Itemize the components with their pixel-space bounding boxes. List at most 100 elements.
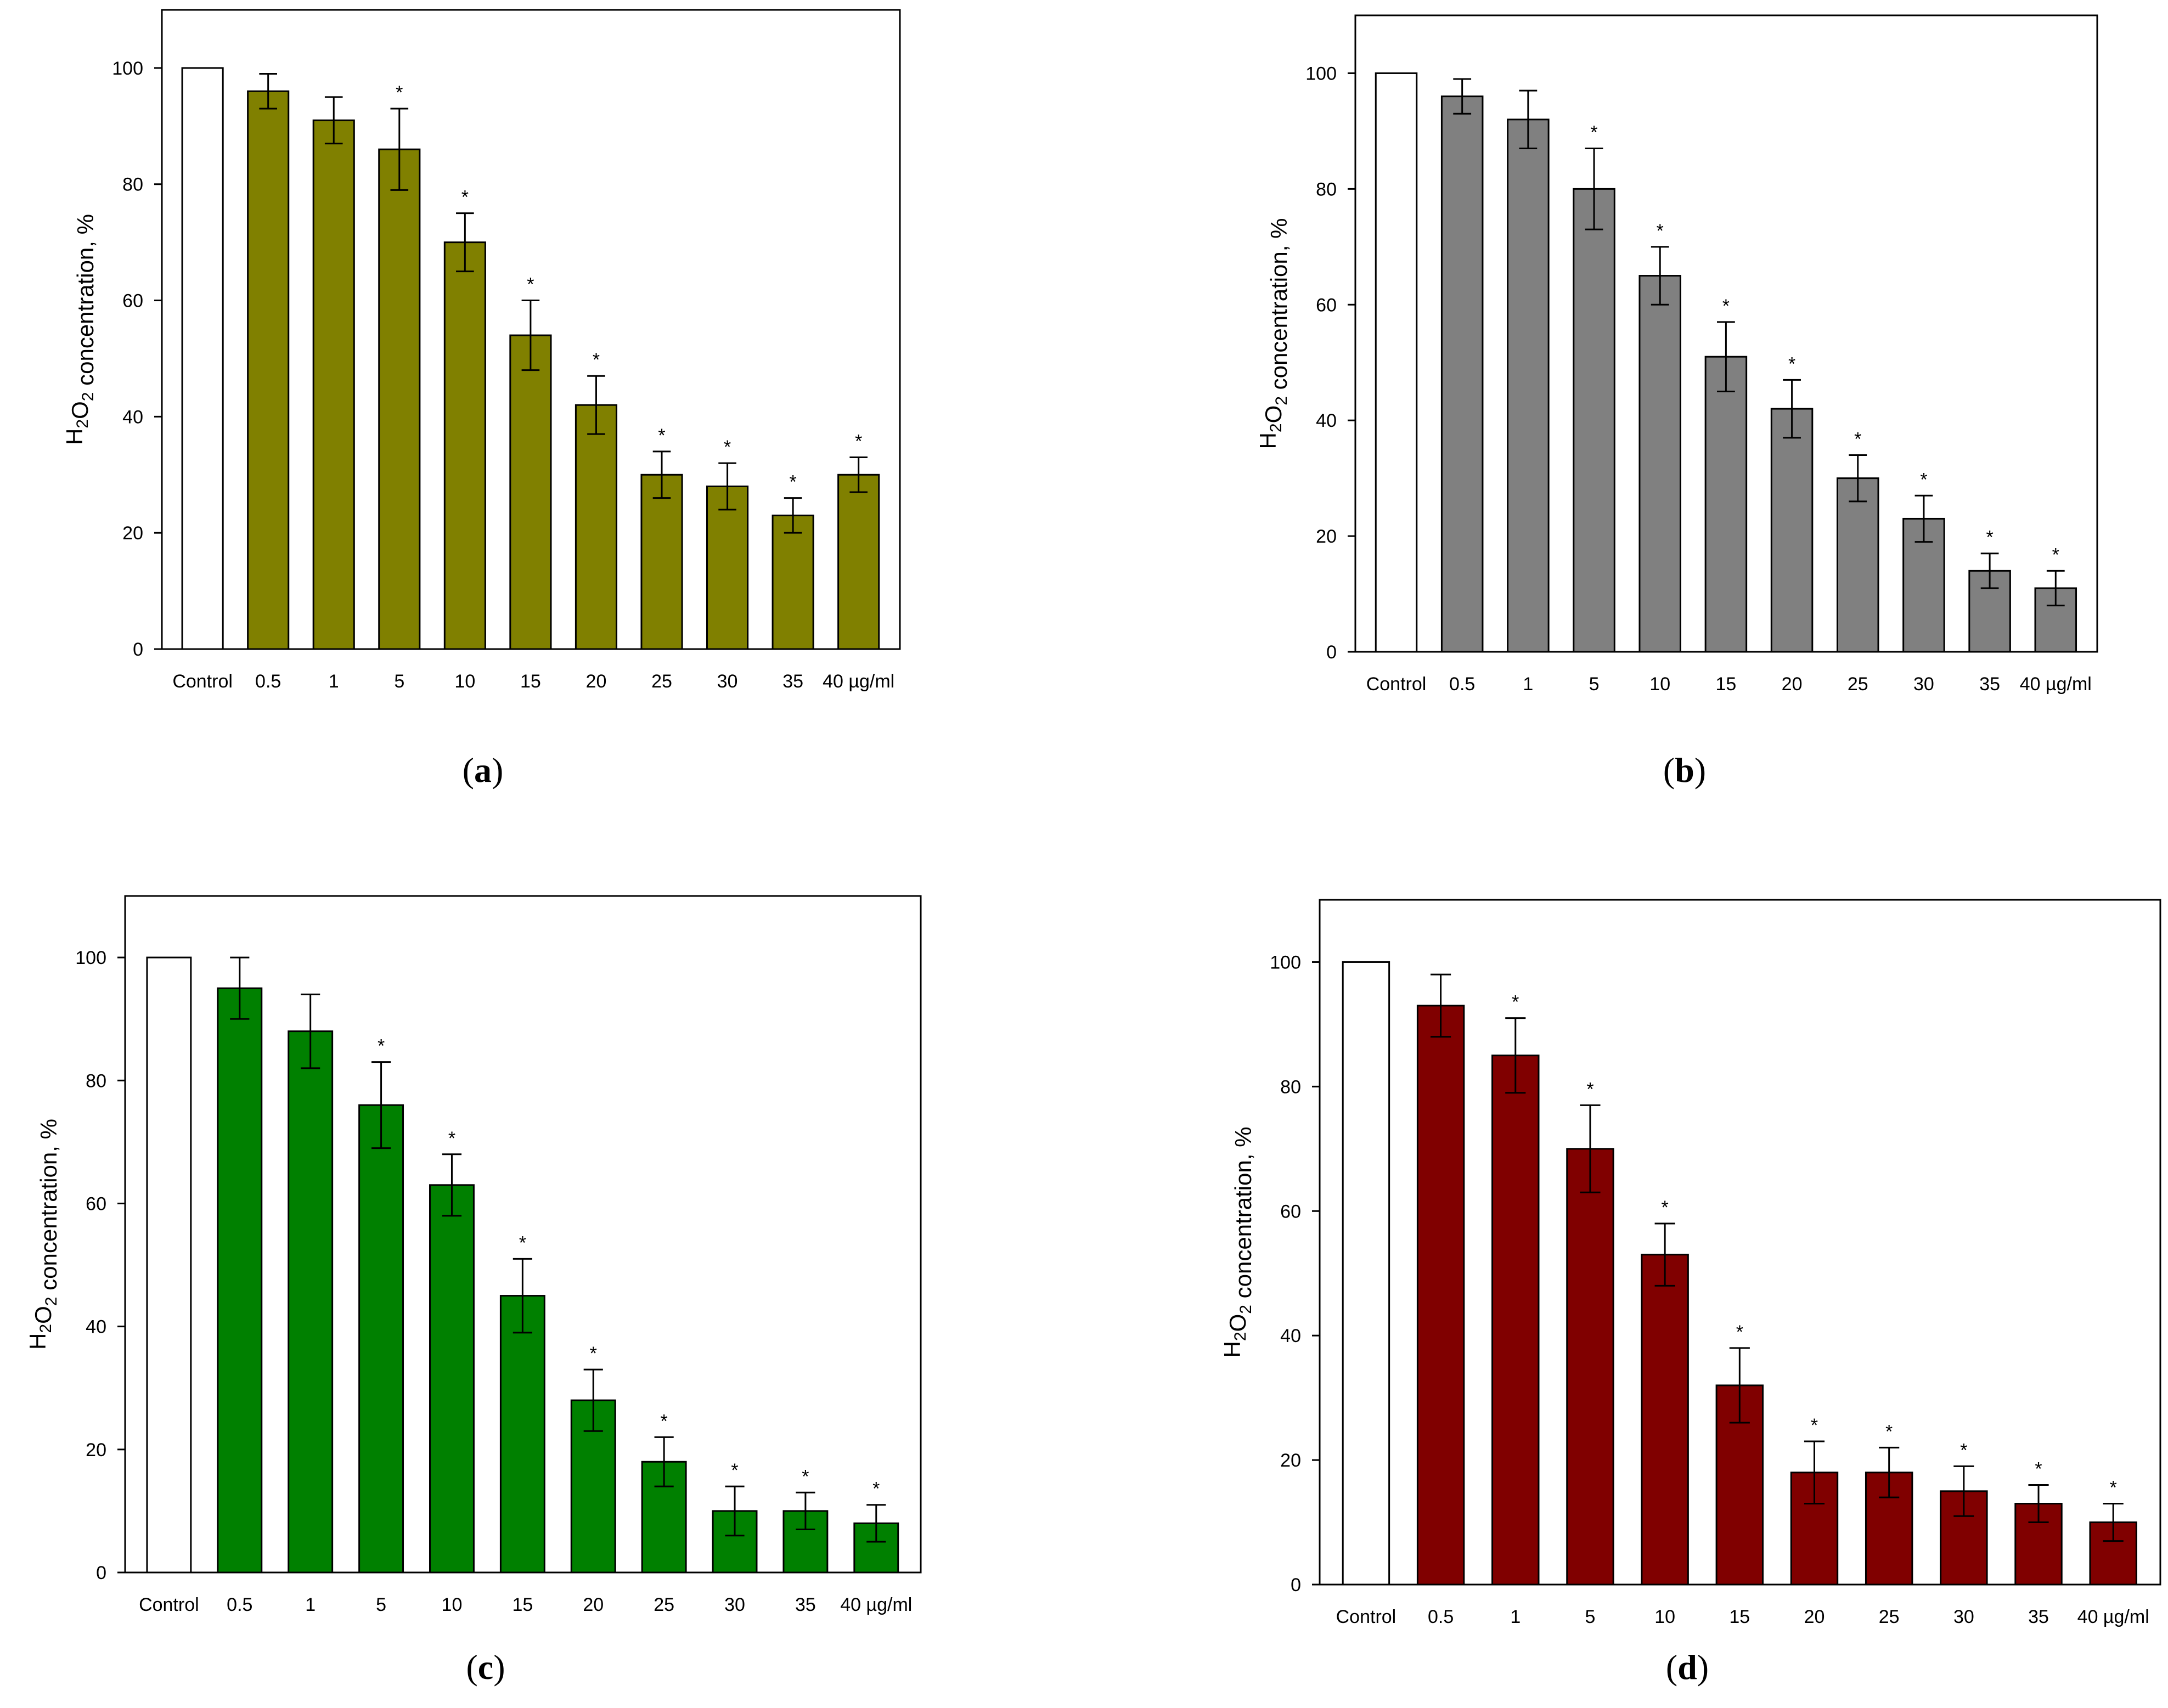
y-tick-label: 40 bbox=[86, 1317, 106, 1338]
bar-25 bbox=[1836, 477, 1879, 653]
bar-30 bbox=[706, 485, 749, 650]
significance-star: * bbox=[1788, 353, 1795, 374]
significance-star: * bbox=[519, 1232, 526, 1253]
bar-10 bbox=[1638, 275, 1681, 653]
x-tick-label: 10 bbox=[454, 671, 475, 692]
y-axis-title: H2O2 concentration, % bbox=[1255, 218, 1292, 449]
x-tick-label: 25 bbox=[654, 1594, 674, 1615]
y-tick-label: 20 bbox=[86, 1440, 106, 1461]
x-tick-label: 40 µg/ml bbox=[823, 671, 894, 692]
significance-star: * bbox=[1657, 221, 1664, 241]
significance-star: * bbox=[527, 274, 534, 295]
significance-star: * bbox=[855, 431, 862, 452]
significance-star: * bbox=[1885, 1421, 1893, 1442]
y-tick-label: 40 bbox=[1316, 410, 1337, 431]
significance-star: * bbox=[1512, 992, 1519, 1013]
significance-star: * bbox=[378, 1036, 385, 1057]
y-tick-label: 40 bbox=[122, 407, 143, 427]
bar-10 bbox=[443, 241, 486, 650]
bar-20 bbox=[570, 1399, 616, 1574]
significance-star: * bbox=[590, 1343, 597, 1364]
bar-0.5 bbox=[1440, 95, 1484, 653]
bar-10 bbox=[1641, 1254, 1689, 1586]
y-tick-label: 20 bbox=[122, 523, 143, 544]
chart-panel-c: 0 20 40 60 80 100 H2O2 concentration, % Control… bbox=[25, 895, 922, 1687]
x-tick-label: 25 bbox=[1848, 674, 1868, 695]
x-tick-label: 40 µg/ml bbox=[840, 1594, 912, 1615]
bar-20 bbox=[575, 404, 618, 650]
x-tick-label: 10 bbox=[442, 1594, 463, 1615]
bar-5 bbox=[1573, 188, 1615, 653]
x-tick-label: 15 bbox=[1729, 1606, 1750, 1627]
x-tick-label: 35 bbox=[782, 671, 803, 692]
y-tick-label: 0 bbox=[1326, 642, 1337, 663]
y-tick-label: 80 bbox=[1280, 1076, 1301, 1097]
significance-star: * bbox=[1854, 429, 1861, 449]
significance-star: * bbox=[731, 1460, 738, 1481]
x-tick-label: 25 bbox=[651, 671, 672, 692]
x-tick-label: 0.5 bbox=[1449, 674, 1475, 695]
bar-1 bbox=[288, 1030, 334, 1574]
significance-star: * bbox=[2052, 544, 2059, 565]
y-tick-label: 80 bbox=[1316, 179, 1337, 200]
significance-star: * bbox=[872, 1479, 880, 1500]
x-tick-label: Control bbox=[1336, 1606, 1396, 1627]
bar-15 bbox=[509, 334, 552, 650]
bar-40 bbox=[837, 473, 880, 650]
x-tick-label: 10 bbox=[1649, 674, 1670, 695]
x-tick-label: 5 bbox=[376, 1594, 386, 1615]
significance-star: * bbox=[1586, 1079, 1593, 1100]
significance-star: * bbox=[790, 472, 797, 493]
x-tick-label: 20 bbox=[1782, 674, 1803, 695]
significance-star: * bbox=[1662, 1197, 1669, 1218]
panel-label: (d) bbox=[1666, 1648, 1709, 1687]
x-tick-label: 20 bbox=[1804, 1606, 1825, 1627]
significance-star: * bbox=[2110, 1478, 2117, 1498]
significance-star: * bbox=[724, 437, 731, 458]
x-tick-label: 0.5 bbox=[1428, 1606, 1454, 1627]
bar-35 bbox=[772, 514, 814, 650]
y-tick-label: 0 bbox=[96, 1563, 106, 1583]
x-tick-label: 0.5 bbox=[255, 671, 281, 692]
bar-1 bbox=[1491, 1055, 1540, 1586]
significance-star: * bbox=[593, 350, 600, 370]
x-tick-label: 35 bbox=[795, 1594, 816, 1615]
x-tick-label: 1 bbox=[305, 1594, 316, 1615]
significance-star: * bbox=[2035, 1458, 2042, 1479]
y-tick-label: 40 bbox=[1280, 1326, 1301, 1346]
x-tick-label: 30 bbox=[1953, 1606, 1974, 1627]
significance-star: * bbox=[1736, 1322, 1743, 1343]
x-tick-label: 1 bbox=[329, 671, 339, 692]
significance-star: * bbox=[1986, 527, 1993, 548]
bar-0.5 bbox=[247, 90, 290, 650]
x-tick-label: 35 bbox=[2028, 1606, 2049, 1627]
x-tick-label: 35 bbox=[1979, 674, 2000, 695]
x-tick-label: 1 bbox=[1523, 674, 1533, 695]
bar-5 bbox=[358, 1104, 404, 1574]
y-tick-label: 20 bbox=[1316, 526, 1337, 547]
y-axis-title: H2O2 concentration, % bbox=[61, 214, 98, 445]
x-tick-label: 5 bbox=[394, 671, 404, 692]
significance-star: * bbox=[658, 425, 665, 446]
significance-star: * bbox=[448, 1128, 455, 1149]
x-tick-label: 15 bbox=[520, 671, 541, 692]
bar-control bbox=[146, 956, 192, 1574]
bar-10 bbox=[429, 1184, 475, 1574]
panel-label: (b) bbox=[1663, 751, 1706, 790]
bar-0.5 bbox=[1416, 1005, 1465, 1586]
significance-star: * bbox=[1960, 1440, 1967, 1461]
panel-label: (a) bbox=[463, 751, 504, 790]
bar-25 bbox=[640, 473, 683, 650]
x-tick-label: 40 µg/ml bbox=[2020, 674, 2092, 695]
x-tick-label: 30 bbox=[724, 1594, 745, 1615]
significance-star: * bbox=[396, 82, 403, 103]
x-tick-label: 0.5 bbox=[227, 1594, 252, 1615]
y-tick-label: 80 bbox=[86, 1070, 106, 1091]
y-axis-title: H2O2 concentration, % bbox=[1219, 1127, 1256, 1358]
y-tick-label: 60 bbox=[86, 1193, 106, 1214]
significance-star: * bbox=[461, 187, 469, 208]
x-tick-label: 30 bbox=[717, 671, 738, 692]
bar-20 bbox=[1770, 408, 1814, 653]
y-tick-label: 100 bbox=[75, 948, 106, 968]
